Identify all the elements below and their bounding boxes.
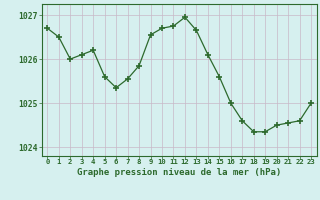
X-axis label: Graphe pression niveau de la mer (hPa): Graphe pression niveau de la mer (hPa)	[77, 168, 281, 177]
